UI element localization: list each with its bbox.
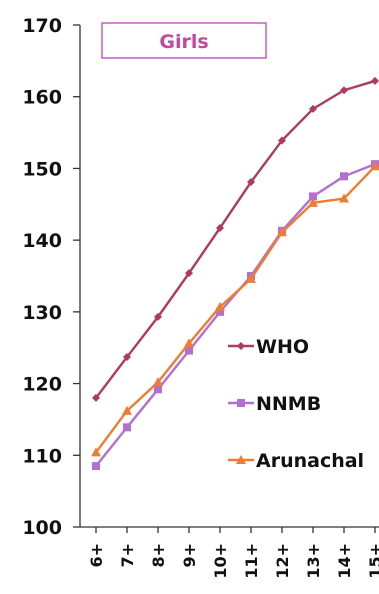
data-point-who <box>185 269 193 278</box>
data-point-nnmb <box>154 385 162 394</box>
y-tick-label: 120 <box>22 374 62 396</box>
series-who <box>92 76 379 402</box>
x-tick-label: 8+ <box>149 543 168 568</box>
data-point-nnmb <box>123 423 131 432</box>
y-tick-label: 100 <box>22 517 62 539</box>
data-point-who <box>340 86 348 95</box>
x-tick-label: 15+ <box>366 543 379 579</box>
data-point-arunachal <box>246 273 256 283</box>
series-line-nnmb <box>95 163 376 467</box>
data-point-who <box>123 353 131 362</box>
data-point-who <box>371 76 379 85</box>
legend-label-who: WHO <box>256 336 309 358</box>
data-point-arunachal <box>370 161 379 171</box>
x-tick-label: 12+ <box>273 543 292 579</box>
legend-label-nnmb: NNMB <box>256 393 321 415</box>
x-tick-label: 10+ <box>211 543 230 579</box>
data-point-who <box>278 136 286 145</box>
data-point-who <box>247 178 255 187</box>
series-arunachal <box>91 161 379 457</box>
y-tick-label: 140 <box>22 230 62 252</box>
data-point-arunachal <box>91 447 101 457</box>
data-point-arunachal <box>122 405 132 415</box>
legend-marker-nnmb <box>237 399 245 407</box>
x-tick-label: 13+ <box>304 543 323 579</box>
data-point-arunachal <box>184 338 194 348</box>
data-point-nnmb <box>185 346 193 355</box>
data-point-arunachal <box>153 377 163 387</box>
x-tick-label: 14+ <box>335 543 354 579</box>
data-point-arunachal <box>308 197 318 207</box>
x-tick-label: 6+ <box>87 543 106 568</box>
x-tick-label: 7+ <box>118 543 137 568</box>
data-point-who <box>216 223 224 232</box>
data-point-nnmb <box>92 462 100 471</box>
y-tick-label: 150 <box>22 158 62 180</box>
x-tick-label: 11+ <box>242 543 261 579</box>
chart-title-box <box>101 22 267 59</box>
data-point-arunachal <box>215 301 225 311</box>
y-tick-label: 110 <box>22 445 62 467</box>
data-point-arunachal <box>339 193 349 203</box>
y-tick-label: 130 <box>22 302 62 324</box>
data-point-nnmb <box>216 307 224 316</box>
legend-marker-who <box>237 342 245 350</box>
y-tick-label: 170 <box>22 15 62 37</box>
data-point-who <box>309 104 317 113</box>
data-point-nnmb <box>309 192 317 201</box>
data-point-who <box>154 312 162 321</box>
series-line-who <box>95 79 376 399</box>
x-tick-label: 9+ <box>180 543 199 568</box>
series-line-arunachal <box>95 165 376 454</box>
data-point-arunachal <box>277 227 287 237</box>
data-point-nnmb <box>340 172 348 181</box>
y-tick-label: 160 <box>22 87 62 109</box>
legend-marker-arunachal <box>236 455 246 464</box>
chart-title: Girls <box>159 31 208 53</box>
legend-label-arunachal: Arunachal <box>256 450 364 472</box>
data-point-who <box>92 393 100 402</box>
